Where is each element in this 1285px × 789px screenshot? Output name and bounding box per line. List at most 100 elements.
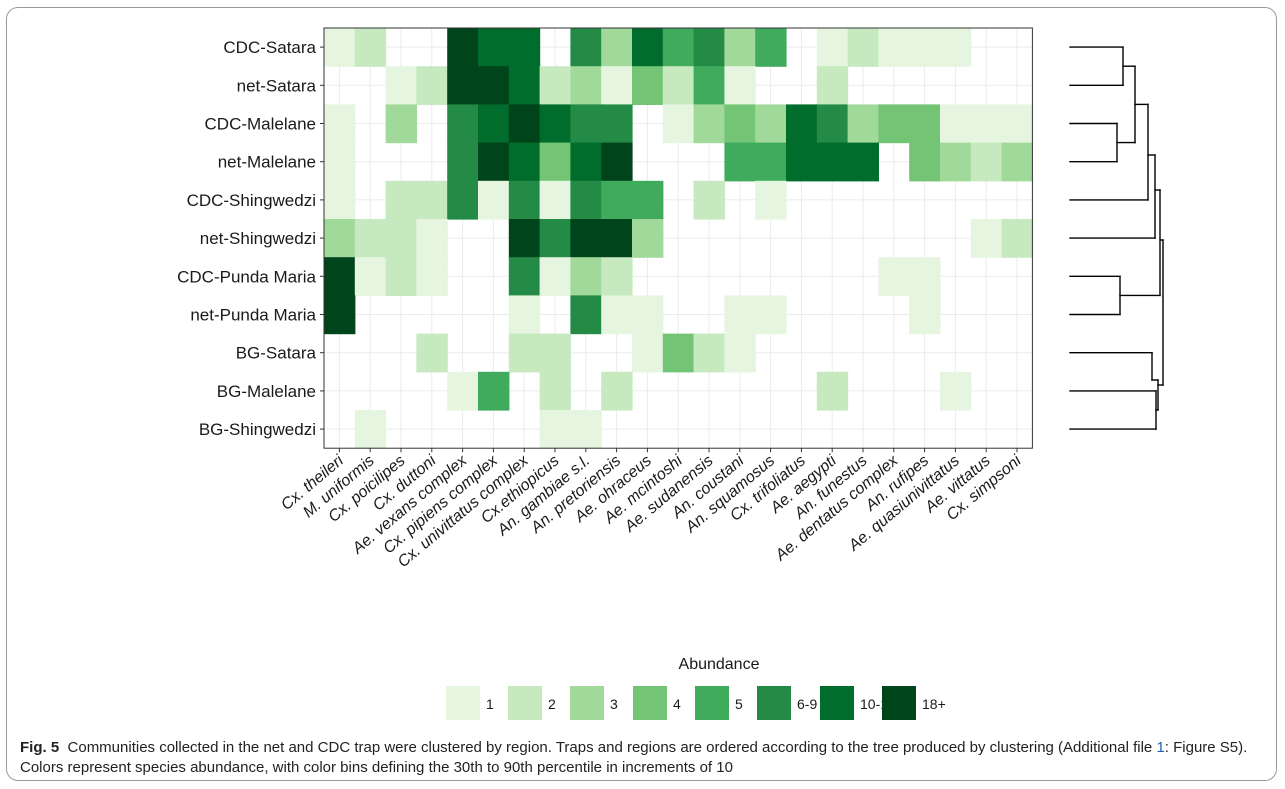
- heatmap-cell: [570, 66, 602, 105]
- caption-additional-file-link[interactable]: 1: [1156, 739, 1165, 756]
- heatmap-cell: [970, 142, 1003, 182]
- heatmap-cell: [724, 142, 756, 182]
- heatmap-cell: [508, 219, 541, 258]
- heatmap-cell: [447, 66, 479, 105]
- heatmap-cell: [324, 28, 356, 67]
- heatmap-cell: [447, 371, 479, 411]
- heatmap-cell: [632, 219, 664, 258]
- legend-label: 5: [735, 696, 743, 712]
- heatmap-cell: [878, 28, 910, 67]
- heatmap-cell: [324, 295, 356, 335]
- heatmap-cell: [601, 371, 633, 411]
- heatmap-cell: [693, 180, 725, 220]
- heatmap-cell: [508, 180, 541, 220]
- heatmap-cell: [816, 104, 849, 144]
- heatmap-cell: [508, 104, 541, 144]
- heatmap-cell: [940, 371, 972, 411]
- heatmap-cell: [724, 295, 756, 335]
- legend-swatch: [508, 686, 542, 720]
- heatmap-cell: [601, 142, 633, 182]
- heatmap-cell: [878, 104, 910, 144]
- row-labels: CDC-Satara net-Satara CDC-Malelane net-Male…: [177, 38, 324, 439]
- figure-caption: Fig. 5 Communities collected in the net …: [20, 738, 1270, 778]
- heatmap-cell: [508, 66, 541, 105]
- legend-swatch: [757, 686, 791, 720]
- legend-swatch: [446, 686, 480, 720]
- heatmap-chart: CDC-Satara net-Satara CDC-Malelane net-Male…: [177, 27, 1164, 720]
- row-label: net-Punda Maria: [190, 306, 316, 325]
- legend-swatch: [882, 686, 916, 720]
- heatmap-cell: [478, 180, 510, 220]
- heatmap-cell: [816, 371, 849, 411]
- heatmap-cell: [632, 180, 664, 220]
- legend-label: 3: [610, 696, 618, 712]
- heatmap-cell: [693, 104, 725, 144]
- row-label: BG-Shingwedzi: [199, 420, 316, 439]
- heatmap-cell: [324, 142, 356, 182]
- heatmap-cell: [1001, 219, 1033, 258]
- heatmap-cell: [447, 28, 479, 67]
- heatmap-cell: [570, 295, 602, 335]
- heatmap-cell: [416, 257, 448, 296]
- heatmap-cell: [786, 142, 818, 182]
- row-label: CDC-Malelane: [205, 115, 316, 134]
- heatmap-cell: [724, 333, 756, 373]
- legend-title: Abundance: [679, 656, 760, 673]
- heatmap-cell: [539, 257, 571, 296]
- heatmap-cell: [508, 333, 541, 373]
- legend-label: 4: [673, 696, 681, 712]
- heatmap-cell: [385, 219, 417, 258]
- heatmap-cell: [601, 104, 633, 144]
- legend-swatch: [570, 686, 604, 720]
- heatmap-cell: [632, 295, 664, 335]
- heatmap-cell: [478, 104, 510, 144]
- heatmap-cell: [632, 333, 664, 373]
- heatmap-cell: [324, 180, 356, 220]
- legend-swatch: [695, 686, 729, 720]
- heatmap-cell: [354, 257, 387, 296]
- heatmap-cell: [539, 104, 571, 144]
- legend-label: 1: [486, 696, 494, 712]
- heatmap-cell: [324, 257, 356, 296]
- heatmap-cell: [478, 371, 510, 411]
- legend-swatch: [633, 686, 667, 720]
- heatmap-cell: [447, 180, 479, 220]
- heatmap-cell: [909, 28, 941, 67]
- heatmap-cell: [508, 28, 541, 67]
- heatmap-cell: [478, 142, 510, 182]
- heatmap-cell: [724, 66, 756, 105]
- heatmap-cell: [324, 104, 356, 144]
- heatmap-cell: [601, 219, 633, 258]
- heatmap-cell: [570, 257, 602, 296]
- heatmap-cell: [909, 142, 941, 182]
- figure-frame: [6, 7, 1277, 781]
- heatmap-cell: [693, 333, 725, 373]
- heatmap-cell: [755, 180, 787, 220]
- heatmap-cell: [909, 257, 941, 296]
- heatmap-cell: [786, 104, 818, 144]
- heatmap-cell: [385, 66, 417, 105]
- heatmap-cell: [570, 180, 602, 220]
- heatmap-cell: [724, 28, 756, 67]
- heatmap-cell: [816, 28, 849, 67]
- heatmap-cell: [662, 333, 695, 373]
- heatmap-cell: [601, 66, 633, 105]
- row-label: net-Shingwedzi: [200, 229, 316, 248]
- heatmap-cell: [385, 104, 417, 144]
- heatmap-cell: [940, 142, 972, 182]
- heatmap-cell: [508, 142, 541, 182]
- heatmap-cell: [416, 180, 448, 220]
- row-label: CDC-Shingwedzi: [187, 191, 316, 210]
- heatmap-cell: [416, 219, 448, 258]
- heatmap-cell: [354, 28, 387, 67]
- dendrogram: [1069, 46, 1164, 430]
- heatmap-cell: [693, 28, 725, 67]
- heatmap-cell: [970, 219, 1003, 258]
- heatmap-cell: [416, 333, 448, 373]
- heatmap-cell: [447, 104, 479, 144]
- row-label: net-Malelane: [218, 153, 316, 172]
- heatmap-cell: [847, 104, 879, 144]
- heatmap-cell: [940, 28, 972, 67]
- heatmap-cell: [601, 257, 633, 296]
